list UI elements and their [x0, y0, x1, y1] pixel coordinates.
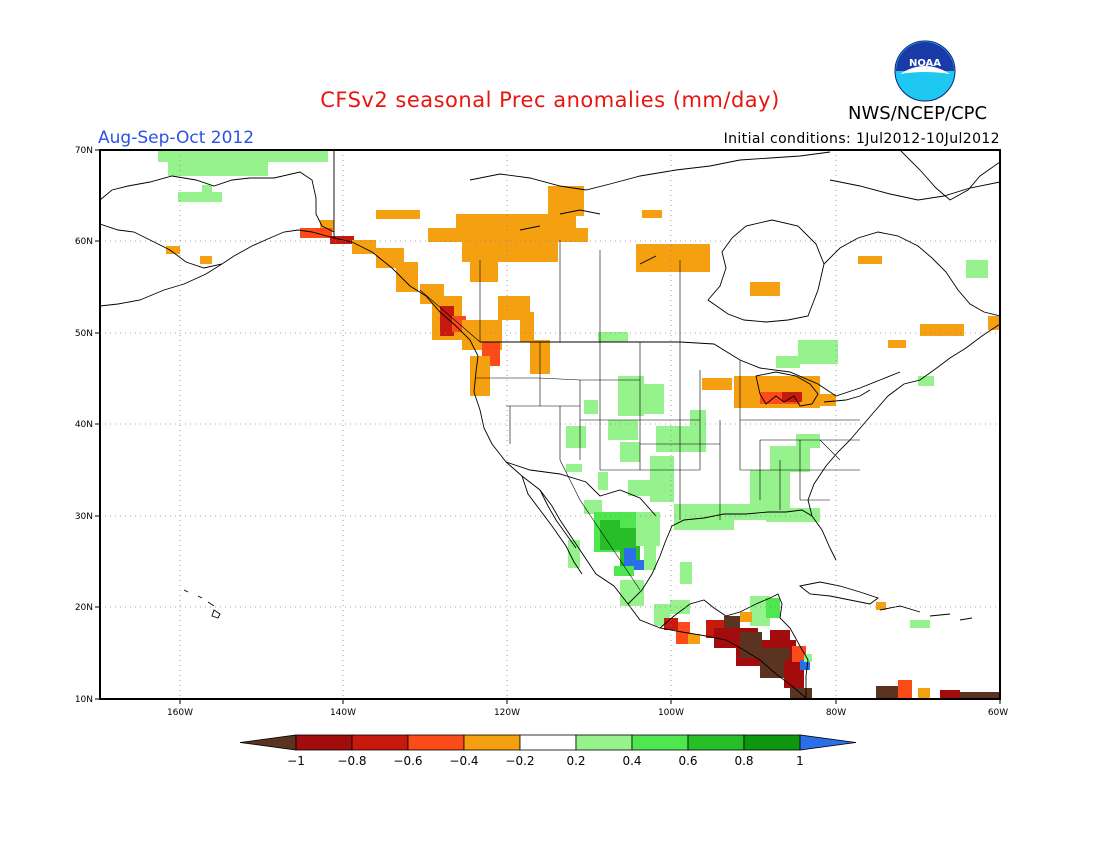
svg-text:NOAA: NOAA	[909, 58, 941, 69]
colorbar-label: −0.6	[393, 754, 422, 768]
colorbar-label: −0.8	[337, 754, 366, 768]
colorbar-label: 0.8	[734, 754, 753, 768]
anomaly-shading	[158, 150, 1000, 699]
lat-label: 70N	[75, 146, 93, 156]
agency-label: NWS/NCEP/CPC	[848, 103, 988, 124]
lat-label: 40N	[75, 420, 93, 430]
noaa-logo: NOAA	[894, 40, 956, 102]
lat-label: 50N	[75, 329, 93, 339]
chart-title: CFSv2 seasonal Prec anomalies (mm/day)	[320, 88, 780, 112]
colorbar-segment	[687, 734, 745, 751]
state-boundaries	[419, 240, 860, 591]
colorbar-label: 0.6	[678, 754, 697, 768]
longitude-labels: 160W 140W 120W 100W 80W 60W	[167, 708, 1008, 718]
colorbar-label: −0.2	[505, 754, 534, 768]
colorbar-segment	[351, 734, 409, 751]
tick-marks	[95, 149, 1001, 704]
colorbar-segment	[407, 734, 465, 751]
season-label: Aug-Sep-Oct 2012	[98, 128, 255, 148]
colorbar-segment	[519, 734, 577, 751]
lon-label: 140W	[330, 708, 356, 718]
lat-label: 60N	[75, 237, 93, 247]
colorbar-segment	[575, 734, 633, 751]
map-interior	[100, 150, 1000, 699]
colorbar-label: −0.4	[449, 754, 478, 768]
coastlines	[100, 150, 1000, 699]
colorbar-segment	[463, 734, 521, 751]
lat-label: 30N	[75, 512, 93, 522]
lat-label: 10N	[75, 695, 93, 705]
colorbar-arrow-low	[239, 734, 297, 751]
lon-label: 160W	[167, 708, 193, 718]
lon-label: 100W	[658, 708, 684, 718]
colorbar-arrow-high	[799, 734, 857, 751]
lon-label: 80W	[826, 708, 846, 718]
colorbar-label: 0.4	[622, 754, 641, 768]
colorbar-label: −1	[287, 754, 305, 768]
initial-conditions-label: Initial conditions: 1Jul2012-10Jul2012	[723, 131, 1000, 147]
colorbar: −1 −0.8 −0.6 −0.4 −0.2 0.2 0.4 0.6 0.8 1	[239, 734, 857, 768]
colorbar-segment	[295, 734, 353, 751]
colorbar-segment	[743, 734, 801, 751]
colorbar-segment	[631, 734, 689, 751]
colorbar-label: 0.2	[566, 754, 585, 768]
latitude-labels: 70N 60N 50N 40N 30N 20N 10N	[75, 146, 93, 705]
lon-label: 60W	[988, 708, 1008, 718]
colorbar-label: 1	[796, 754, 804, 768]
lat-label: 20N	[75, 603, 93, 613]
lon-label: 120W	[494, 708, 520, 718]
gridlines	[100, 150, 1000, 699]
